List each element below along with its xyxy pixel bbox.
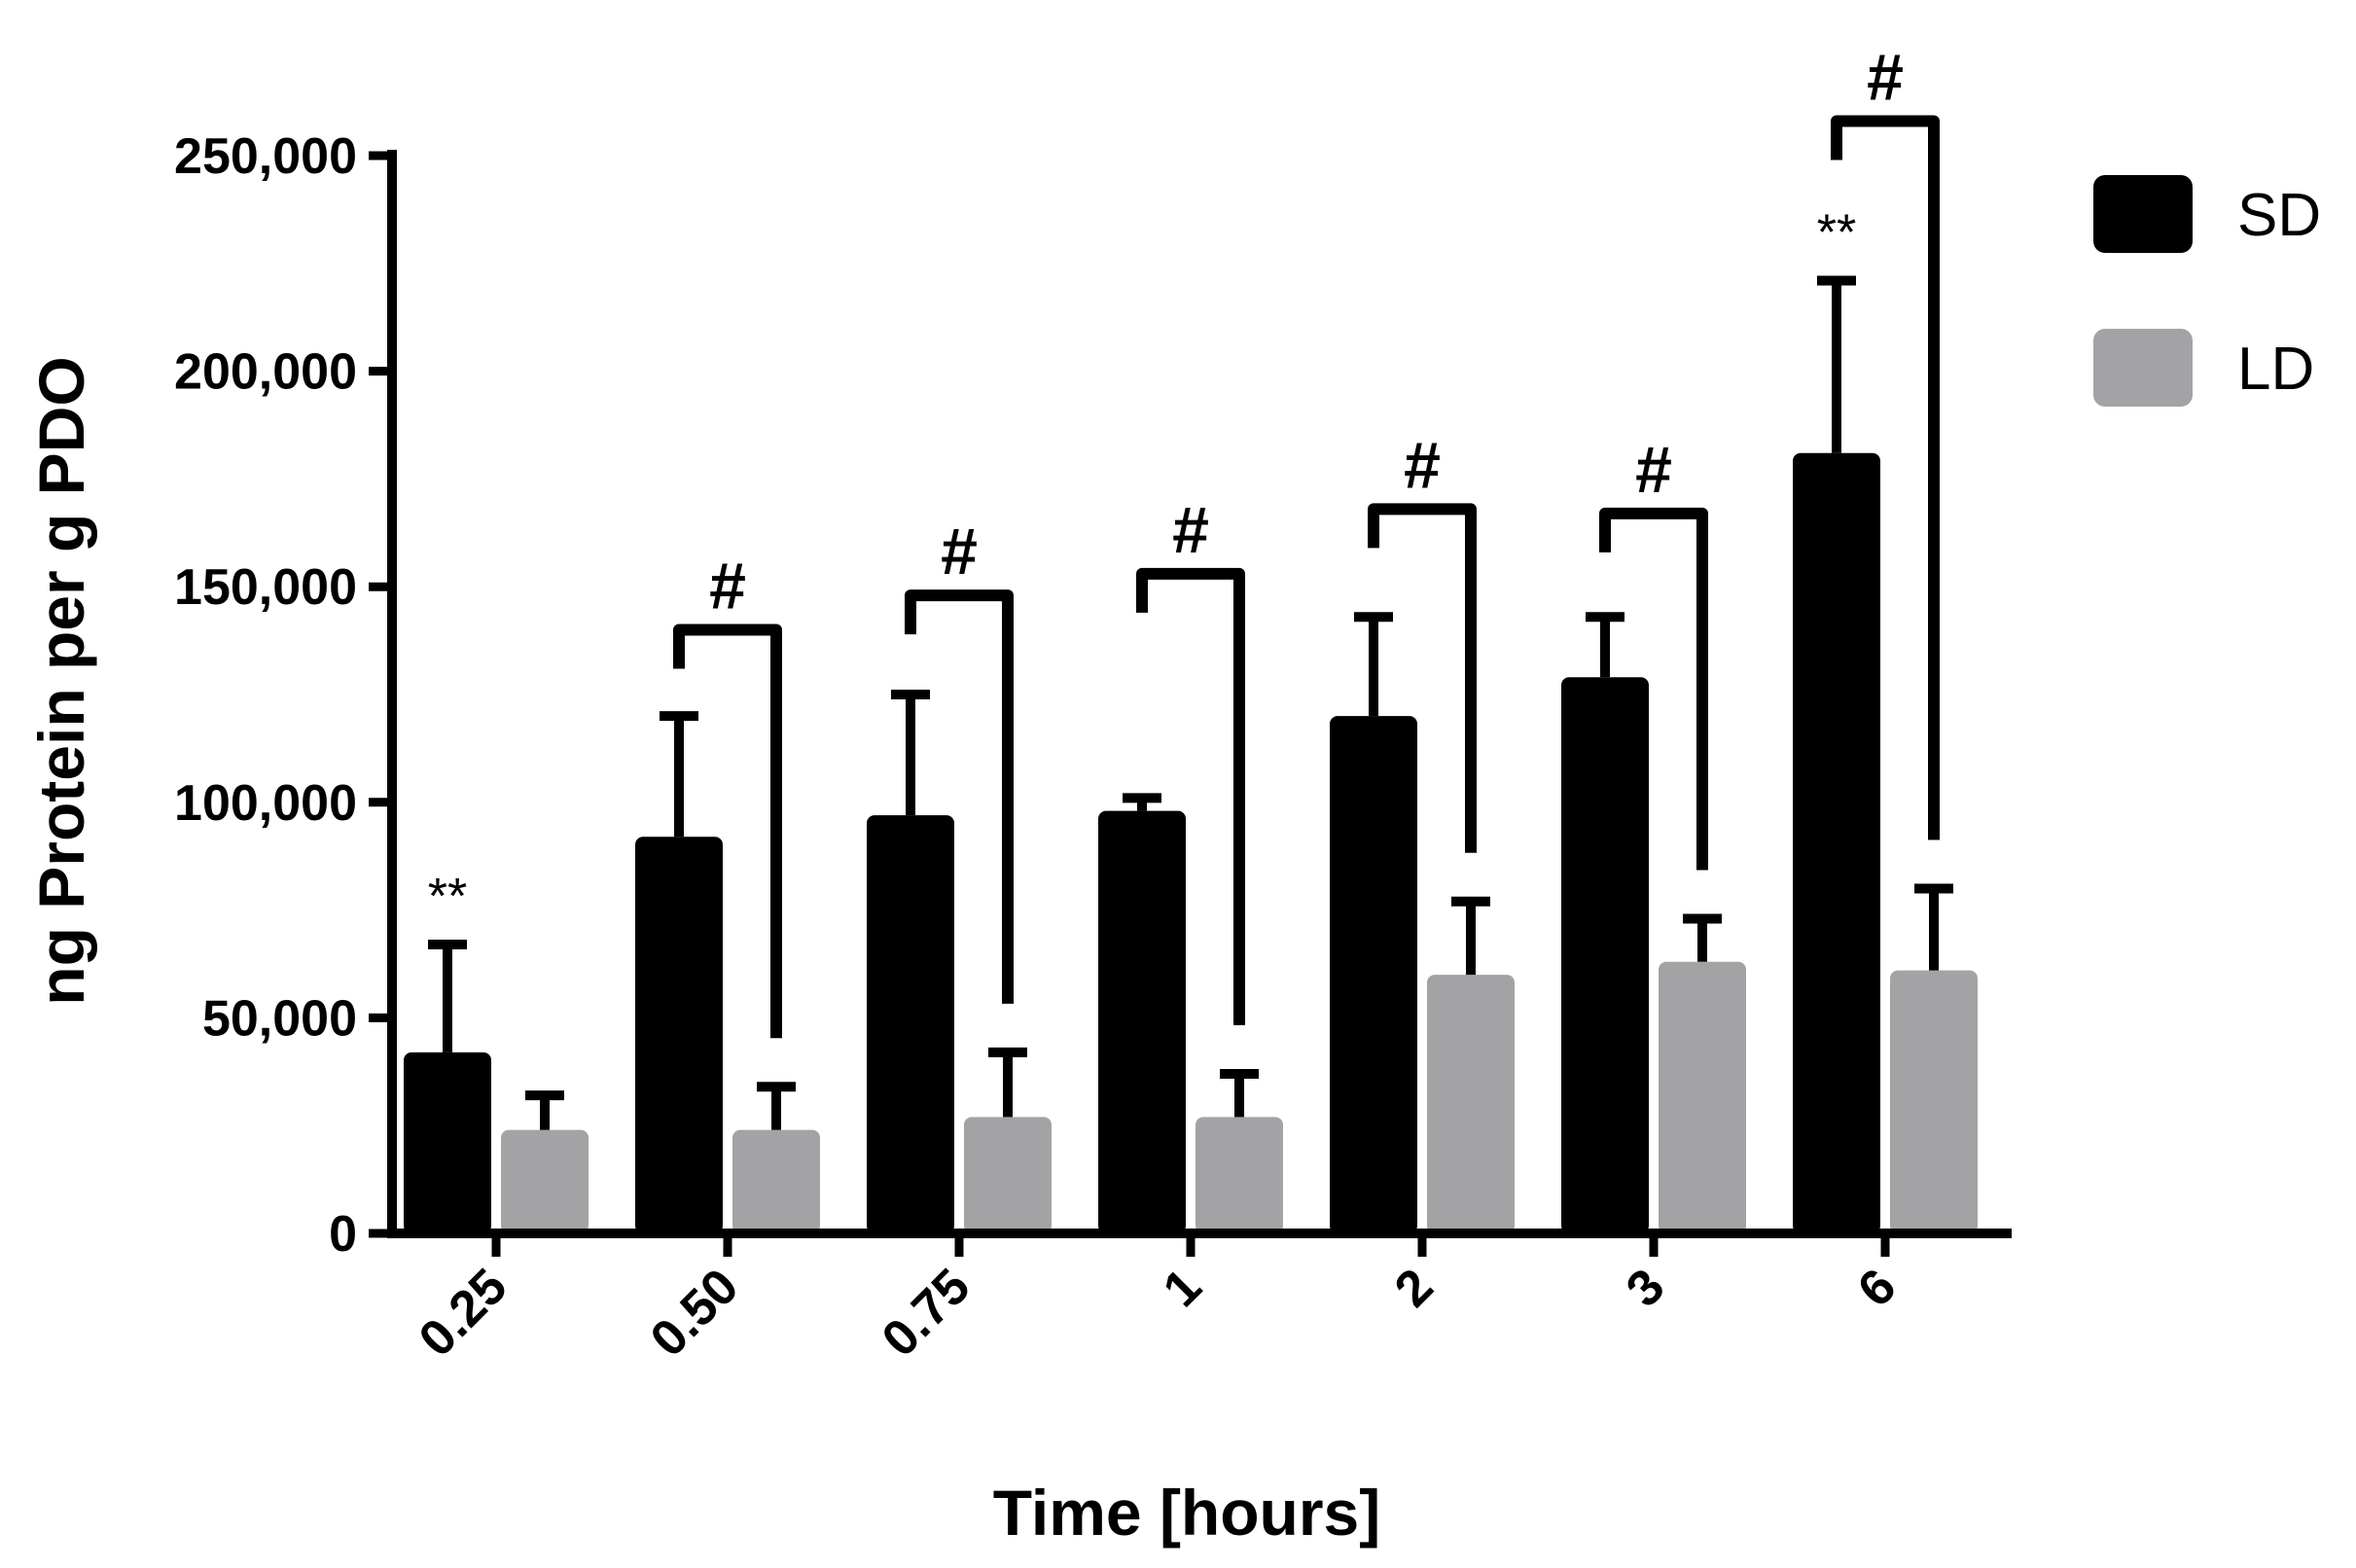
significance-bracket-6 (1831, 115, 1940, 840)
bar-sd-1 (1098, 810, 1186, 1233)
legend-label-sd: SD (2237, 182, 2321, 249)
significance-label-0.50: # (709, 550, 746, 624)
significance-bracket-2 (1368, 503, 1477, 853)
x-tick-label-0.25: 0.25 (409, 1258, 518, 1368)
legend-swatch-sd (2093, 175, 2193, 253)
significance-label-0.75: # (941, 515, 978, 588)
bar-ld-6 (1890, 970, 1978, 1233)
annotations-layer: # # # # # # ** ** (428, 41, 1940, 1039)
star-annotation-6: ** (1817, 205, 1856, 262)
significance-label-3: # (1635, 433, 1672, 507)
significance-label-6: # (1867, 41, 1904, 115)
significance-label-1: # (1172, 493, 1209, 567)
bar-sd-0.25 (404, 1051, 491, 1233)
bar-ld-1 (1196, 1117, 1283, 1233)
bar-sd-3 (1561, 677, 1649, 1233)
legend-label-ld: LD (2237, 336, 2314, 403)
star-annotation-0.25: ** (428, 869, 467, 925)
y-tick-label-2: 100,000 (174, 775, 357, 832)
legend: SD LD (2093, 175, 2321, 407)
y-tick-label-1: 50,000 (202, 990, 357, 1047)
bars-layer (404, 275, 1978, 1234)
x-axis-title: Time [hours] (993, 1477, 1380, 1549)
bar-ld-0.25 (501, 1129, 589, 1233)
bar-sd-0.50 (635, 837, 723, 1233)
bar-ld-0.75 (964, 1117, 1052, 1233)
legend-swatch-ld (2093, 329, 2193, 407)
significance-bracket-0.50 (673, 624, 782, 1039)
x-tick-label-0.50: 0.50 (640, 1258, 750, 1368)
significance-bracket-0.75 (905, 589, 1014, 1004)
significance-label-2: # (1404, 428, 1441, 502)
y-tick-label-5: 250,000 (174, 128, 357, 185)
x-tick-label-6: 6 (1847, 1258, 1907, 1317)
x-tick-label-0.75: 0.75 (872, 1258, 982, 1368)
y-tick-label-3: 150,000 (174, 559, 357, 616)
y-axis-title: ng Protein per g PDO (25, 356, 97, 1005)
bar-sd-6 (1793, 452, 1880, 1234)
x-tick-label-2: 2 (1384, 1258, 1444, 1317)
significance-bracket-1 (1136, 567, 1245, 1026)
y-tick-label-4: 200,000 (174, 344, 357, 401)
bar-ld-2 (1427, 975, 1515, 1233)
x-tick-label-1: 1 (1153, 1258, 1212, 1317)
bar-sd-0.75 (867, 815, 954, 1233)
significance-bracket-3 (1599, 507, 1708, 871)
bar-sd-2 (1330, 716, 1417, 1233)
bar-ld-3 (1659, 961, 1746, 1233)
bar-ld-0.50 (732, 1129, 820, 1233)
x-tick-label-3: 3 (1616, 1258, 1675, 1317)
y-tick-label-0: 0 (329, 1206, 357, 1263)
